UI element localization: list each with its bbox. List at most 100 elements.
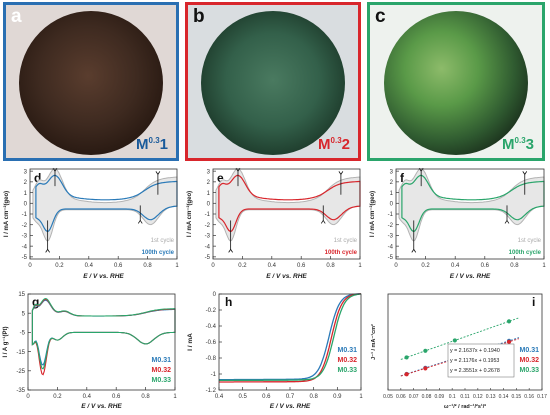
y-tick-label: 2 — [390, 180, 394, 186]
y-tick-label: 3 — [390, 169, 394, 175]
x-tick-label: 1 — [542, 263, 546, 269]
plot-frame — [27, 293, 176, 391]
y-tick-label: 1 — [207, 191, 211, 197]
y-tick-label: 1 — [24, 191, 28, 197]
x-axis-label: E / V vs. RHE — [266, 273, 307, 280]
y-tick-label: 3 — [24, 169, 28, 175]
y-axis-label: I / mA cm⁻²(geo) — [3, 191, 10, 237]
y-tick-label: 0 — [390, 201, 394, 207]
x-tick-label: 0.9 — [333, 394, 342, 400]
panel-letter: h — [225, 295, 232, 309]
x-tick-label: 0.05 — [383, 394, 393, 400]
x-tick-label: 0.4 — [215, 394, 224, 400]
y-tick-label: -1 — [211, 372, 217, 378]
panel-letter: f — [400, 171, 405, 185]
x-tick-label: 0 — [28, 263, 32, 269]
y-tick-label: -4 — [388, 244, 394, 250]
x-tick-label: 0.4 — [85, 263, 94, 269]
arrow-down-hupd-head — [228, 248, 233, 253]
fit-equation: y = 2.3551x + 0.2678 — [450, 368, 500, 374]
fit-equation: y = 2.1637x + 0.1940 — [450, 348, 500, 354]
x-tick-label: 0.15 — [511, 394, 521, 400]
x-tick-label: 0.8 — [309, 394, 318, 400]
y-tick-label: -0.2 — [206, 308, 217, 314]
x-tick-label: 0.4 — [268, 263, 277, 269]
x-tick-label: 0.6 — [481, 263, 490, 269]
x-axis-label: E / V vs. RHE — [450, 273, 491, 280]
y-tick-label: -2 — [205, 223, 211, 229]
x-tick-label: 1 — [359, 394, 363, 400]
x-tick-label: 0.2 — [55, 263, 64, 269]
y-tick-label: -3 — [205, 234, 211, 240]
x-tick-label: 0.09 — [434, 394, 444, 400]
y-axis-label: I / mA — [187, 333, 194, 351]
arrow-up-oxide-head — [522, 171, 528, 176]
photo-panel-c: c M0.33 — [367, 2, 545, 161]
data-point — [423, 348, 428, 353]
series-1st-cycle — [32, 168, 178, 242]
x-tick-label: 0.7 — [286, 394, 295, 400]
data-point — [506, 339, 512, 344]
panel-letter: i — [532, 295, 535, 309]
legend-entry: M0.32 — [520, 357, 540, 364]
legend-entry: M0.31 — [520, 347, 540, 354]
photo-panel-a: a M0.31 — [3, 2, 179, 161]
x-tick-label: 0.14 — [499, 394, 509, 400]
y-tick-label: 3 — [207, 169, 211, 175]
data-point — [404, 372, 409, 377]
x-tick-label: 0 — [211, 263, 215, 269]
y-tick-label: 2 — [24, 180, 28, 186]
x-tick-label: 0.8 — [326, 263, 335, 269]
cv-chart-d: d 0 0.2 0.4 0.6 0.8 1 -5 -4 -3 -2 -1 0 1 2 3 E / V vs. R… — [3, 167, 179, 280]
x-tick-label: 0.6 — [297, 263, 306, 269]
series-M0.31 — [219, 293, 362, 381]
y-tick-label: -1 — [205, 212, 211, 218]
legend-entry: M0.31 — [152, 357, 172, 364]
x-tick-label: 0 — [394, 263, 398, 269]
arrow-up-oxide-head — [155, 171, 161, 176]
legend-entry: M0.31 — [338, 347, 358, 354]
panel-letter: g — [32, 295, 39, 309]
x-tick-label: 0.17 — [537, 394, 547, 400]
x-tick-label: 0.5 — [238, 394, 247, 400]
y-tick-label: -3 — [22, 234, 28, 240]
x-tick-label: 0.6 — [262, 394, 271, 400]
y-tick-label: -5 — [205, 255, 211, 261]
arrow-down-oxide-head — [137, 219, 143, 224]
panel-letter: b — [193, 6, 205, 27]
cv-chart-e: e 0 0.2 0.4 0.6 0.8 1 -5 -4 -3 -2 -1 0 1 2 3 E / V vs. R… — [186, 167, 362, 280]
legend-1st-cycle: 1st cycle — [334, 238, 358, 244]
panel-letter: d — [34, 171, 41, 185]
photo-panel-b: b M0.32 — [185, 2, 361, 161]
x-tick-label: 0.6 — [112, 394, 121, 400]
panel-letter: e — [217, 171, 224, 185]
x-tick-label: 0.1 — [449, 394, 456, 400]
y-tick-label: 15 — [18, 292, 25, 298]
y-tick-label: -35 — [16, 388, 25, 394]
cv-comparison-chart-g: g 0 0.2 0.4 0.6 0.8 1 -35 -25 -15 -5 5 15 E / V vs. R… — [2, 292, 177, 410]
sample-label: M0.33 — [502, 136, 534, 153]
x-tick-label: 1 — [175, 263, 179, 269]
y-tick-label: -1.2 — [206, 388, 217, 394]
y-tick-label: -2 — [388, 223, 394, 229]
x-tick-label: 0.2 — [421, 263, 430, 269]
x-tick-label: 0.2 — [53, 394, 62, 400]
y-tick-label: -1 — [22, 212, 28, 218]
x-tick-label: 1 — [358, 263, 362, 269]
y-tick-label: -15 — [16, 350, 25, 356]
y-tick-label: -1 — [388, 212, 394, 218]
y-tick-label: -3 — [388, 234, 394, 240]
y-tick-label: 0 — [207, 201, 211, 207]
y-axis-label: I / mA cm⁻²(geo) — [186, 191, 193, 237]
series-M0.32 — [219, 293, 362, 383]
arrow-down-hupd-head — [45, 248, 50, 253]
x-tick-label: 0.8 — [143, 263, 152, 269]
legend-1st-cycle: 1st cycle — [151, 238, 175, 244]
y-tick-label: -5 — [388, 255, 394, 261]
arrow-down-oxide-head — [320, 219, 326, 224]
legend-entry: M0.33 — [338, 367, 358, 374]
electrode-disk-photo — [19, 11, 163, 155]
y-tick-label: 0 — [213, 292, 217, 298]
electrode-disk-photo — [201, 11, 345, 155]
legend-100th-cycle: 100th cycle — [325, 250, 358, 256]
